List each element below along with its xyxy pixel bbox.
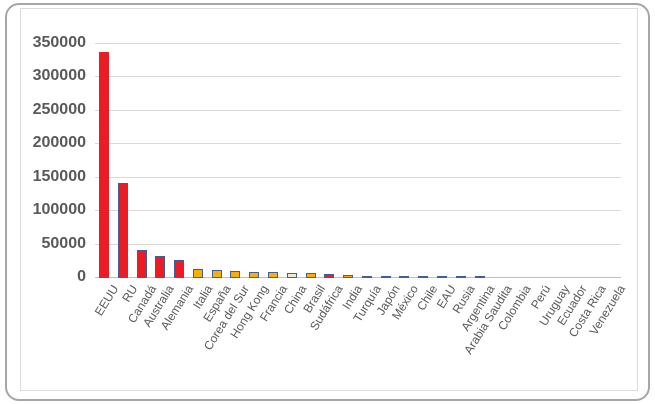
gridline <box>95 143 621 144</box>
bar-hong-kong <box>249 272 259 278</box>
y-axis-tick-label: 300000 <box>32 67 86 84</box>
y-axis-tick-label: 0 <box>77 268 86 285</box>
bar-m-xico <box>399 276 409 278</box>
y-axis-tick-label: 350000 <box>32 34 86 51</box>
bar-espa-a <box>212 270 222 278</box>
x-axis-line <box>95 277 621 278</box>
bar-eau <box>437 276 447 278</box>
chart-outer-border <box>5 3 650 401</box>
bar-alemania <box>174 260 184 278</box>
bar-australia <box>155 256 165 278</box>
bar-italia <box>193 269 203 278</box>
bar-argentina <box>475 276 485 278</box>
bar-francia <box>268 272 278 278</box>
bar-rusia <box>456 276 466 278</box>
bar-corea-del-sur <box>230 271 240 278</box>
y-axis-tick-label: 50000 <box>41 235 87 252</box>
bar-canad- <box>137 250 147 278</box>
y-axis-tick-label: 250000 <box>32 101 86 118</box>
gridline <box>95 177 621 178</box>
gridline <box>95 76 621 77</box>
bar-brasil <box>306 273 316 278</box>
gridline <box>95 110 621 111</box>
bar-ru <box>118 183 128 278</box>
y-axis-tick-label: 200000 <box>32 134 86 151</box>
bar-chile <box>418 276 428 278</box>
bar-sud-frica <box>324 274 334 278</box>
y-axis-tick-label: 100000 <box>32 201 86 218</box>
bar-india <box>343 275 353 278</box>
chart-area-border <box>20 8 638 391</box>
bar-jap-n <box>381 276 391 278</box>
bar-turqu-a <box>362 276 372 278</box>
gridline <box>95 244 621 245</box>
bar-china <box>287 273 297 278</box>
y-axis-tick-label: 150000 <box>32 168 86 185</box>
gridline <box>95 43 621 44</box>
gridline <box>95 210 621 211</box>
bar-eeuu <box>99 52 109 278</box>
